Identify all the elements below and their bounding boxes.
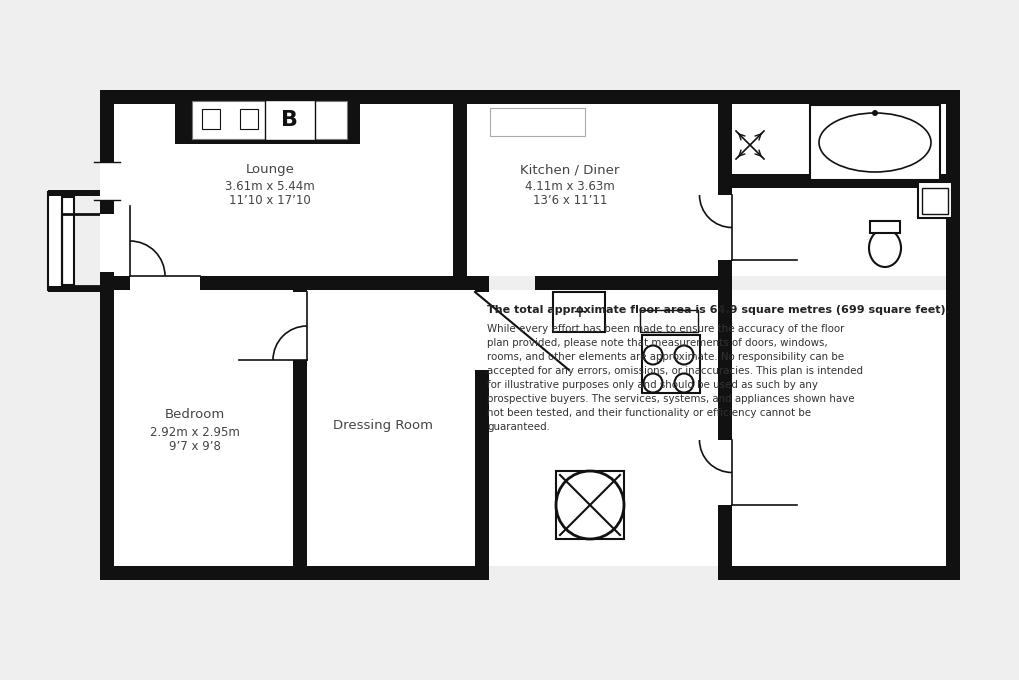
Bar xyxy=(100,90,959,104)
Bar xyxy=(239,109,258,129)
Text: B: B xyxy=(281,110,299,130)
Text: 3.61m x 5.44m: 3.61m x 5.44m xyxy=(225,180,315,194)
Bar xyxy=(869,221,899,233)
Bar xyxy=(475,290,488,580)
Bar xyxy=(452,90,467,290)
Text: Kitchen / Diner: Kitchen / Diner xyxy=(520,163,620,177)
Ellipse shape xyxy=(868,229,900,267)
Ellipse shape xyxy=(818,113,930,172)
Circle shape xyxy=(674,373,693,392)
Bar xyxy=(552,292,604,332)
Bar xyxy=(732,188,945,276)
Bar xyxy=(192,101,346,139)
Text: 4.11m x 3.63m: 4.11m x 3.63m xyxy=(525,180,614,194)
Circle shape xyxy=(643,373,662,392)
Bar xyxy=(717,195,732,260)
Text: Dressing Room: Dressing Room xyxy=(332,418,433,432)
Bar xyxy=(265,100,315,140)
Text: Lounge: Lounge xyxy=(246,163,294,177)
Bar xyxy=(129,276,200,290)
Text: The total approximate floor area is 64.9 square metres (699 square feet).: The total approximate floor area is 64.9… xyxy=(486,305,949,315)
Text: 11’10 x 17’10: 11’10 x 17’10 xyxy=(229,194,311,207)
Bar xyxy=(717,174,959,188)
Bar xyxy=(48,190,102,196)
Circle shape xyxy=(555,471,624,539)
Text: 2.92m x 2.95m: 2.92m x 2.95m xyxy=(150,426,239,439)
Bar xyxy=(48,192,62,290)
Text: Bedroom: Bedroom xyxy=(165,409,225,422)
Circle shape xyxy=(871,110,877,116)
Bar xyxy=(100,162,114,200)
Bar xyxy=(467,90,717,276)
Text: While every effort has been made to ensure the accuracy of the floor
plan provid: While every effort has been made to ensu… xyxy=(486,324,862,432)
Bar xyxy=(717,566,959,580)
Bar xyxy=(717,440,732,505)
Bar xyxy=(917,182,951,218)
Bar xyxy=(732,90,945,174)
Bar xyxy=(202,109,220,129)
Text: +: + xyxy=(572,303,585,321)
Bar xyxy=(175,92,360,144)
Bar xyxy=(307,290,475,566)
Bar xyxy=(62,197,74,285)
Bar xyxy=(48,286,102,292)
Text: 9’7 x 9’8: 9’7 x 9’8 xyxy=(169,439,221,452)
Bar xyxy=(945,90,959,580)
Bar xyxy=(535,276,732,290)
Circle shape xyxy=(674,345,693,364)
Bar xyxy=(475,292,488,370)
Bar xyxy=(809,105,940,180)
Bar xyxy=(114,90,452,276)
Bar xyxy=(921,188,947,214)
Bar xyxy=(100,90,114,580)
Bar xyxy=(114,290,292,566)
Bar xyxy=(555,471,624,539)
Bar xyxy=(641,335,699,393)
Circle shape xyxy=(643,345,662,364)
Bar xyxy=(100,276,488,290)
Bar xyxy=(639,310,697,332)
Bar xyxy=(732,290,945,566)
Bar xyxy=(488,290,717,566)
Bar xyxy=(292,290,307,580)
Text: 13’6 x 11’11: 13’6 x 11’11 xyxy=(532,194,606,207)
Bar xyxy=(717,90,732,290)
Bar xyxy=(100,566,488,580)
Bar xyxy=(489,108,585,136)
Bar xyxy=(717,290,732,580)
Bar xyxy=(292,292,307,360)
Bar xyxy=(100,214,114,272)
